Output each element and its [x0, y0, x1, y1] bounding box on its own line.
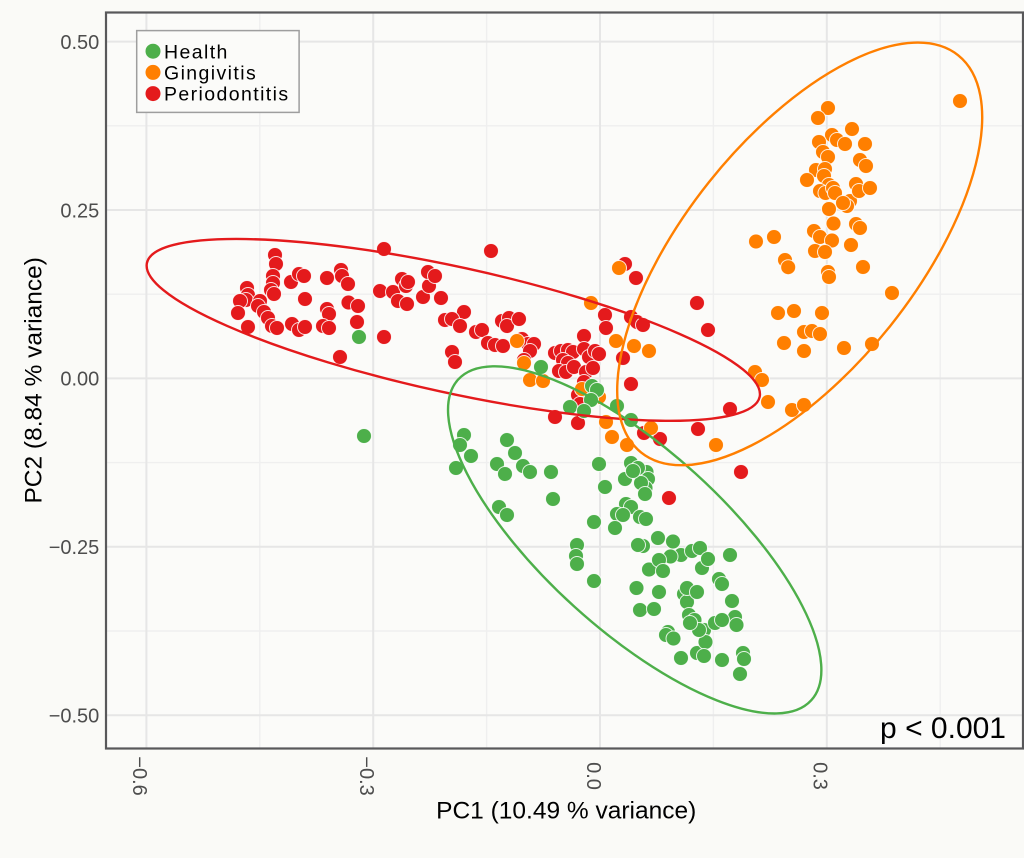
svg-text:−0.50: −0.50 — [49, 706, 100, 728]
svg-text:0.3: 0.3 — [809, 762, 831, 790]
svg-text:Periodontitis: Periodontitis — [164, 84, 290, 106]
svg-text:−0.25: −0.25 — [49, 537, 100, 559]
svg-text:0.25: 0.25 — [60, 200, 99, 222]
svg-text:0.00: 0.00 — [60, 369, 99, 391]
svg-text:0.50: 0.50 — [60, 32, 99, 54]
svg-text:−0.6: −0.6 — [128, 756, 150, 795]
svg-text:−0.3: −0.3 — [355, 756, 377, 795]
svg-text:Gingivitis: Gingivitis — [164, 63, 257, 85]
svg-text:0.0: 0.0 — [582, 762, 604, 790]
svg-text:Health: Health — [164, 41, 229, 63]
svg-text:PC1 (10.49 % variance): PC1 (10.49 % variance) — [436, 798, 696, 825]
svg-text:PC2 (8.84 % variance): PC2 (8.84 % variance) — [21, 257, 48, 503]
svg-text:p < 0.001: p < 0.001 — [880, 712, 1006, 745]
